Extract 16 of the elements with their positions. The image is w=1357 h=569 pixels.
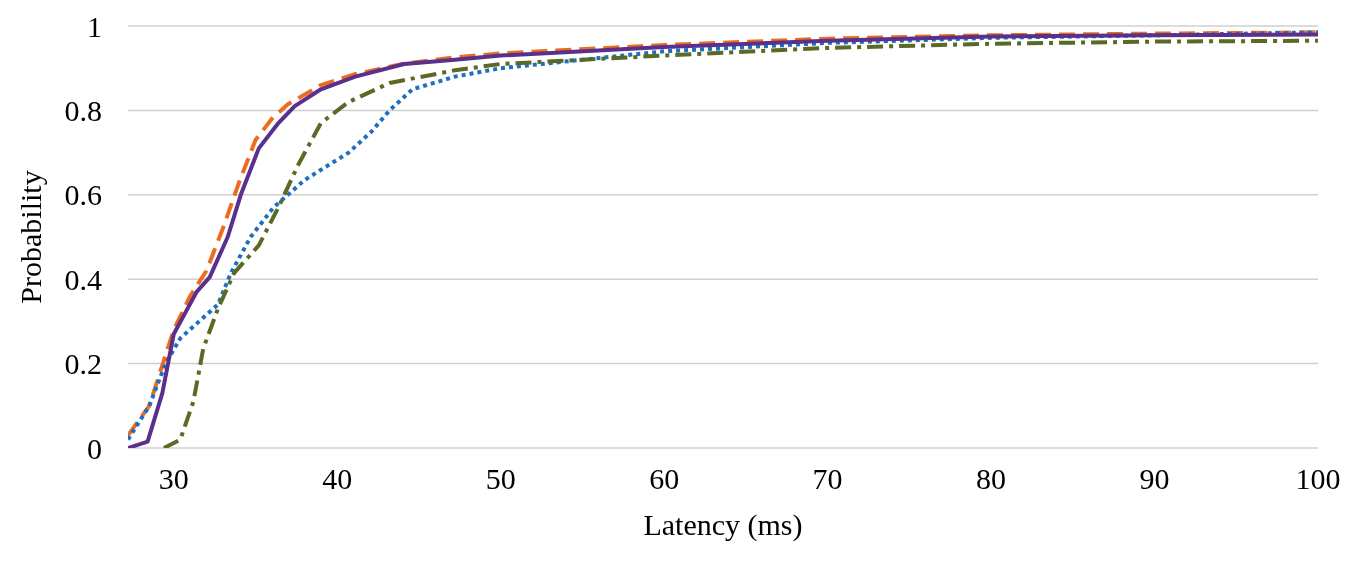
x-tick-label: 90 [1139, 462, 1170, 496]
x-tick-label: 100 [1295, 462, 1341, 496]
y-tick-label: 1 [87, 9, 102, 43]
x-tick-label: 60 [649, 462, 680, 496]
x-axis-title: Latency (ms) [643, 508, 803, 542]
x-tick-label: 70 [812, 462, 843, 496]
x-tick-label: 40 [322, 462, 353, 496]
y-axis-title: Probability [13, 170, 47, 304]
x-tick-label: 50 [485, 462, 516, 496]
x-tick-label: 30 [158, 462, 189, 496]
x-tick-label: 80 [976, 462, 1007, 496]
y-tick-label: 0.2 [64, 347, 102, 381]
y-tick-label: 0 [87, 431, 102, 465]
y-tick-label: 0.6 [64, 178, 102, 212]
y-tick-label: 0.8 [64, 94, 102, 128]
y-tick-label: 0.4 [64, 262, 102, 296]
